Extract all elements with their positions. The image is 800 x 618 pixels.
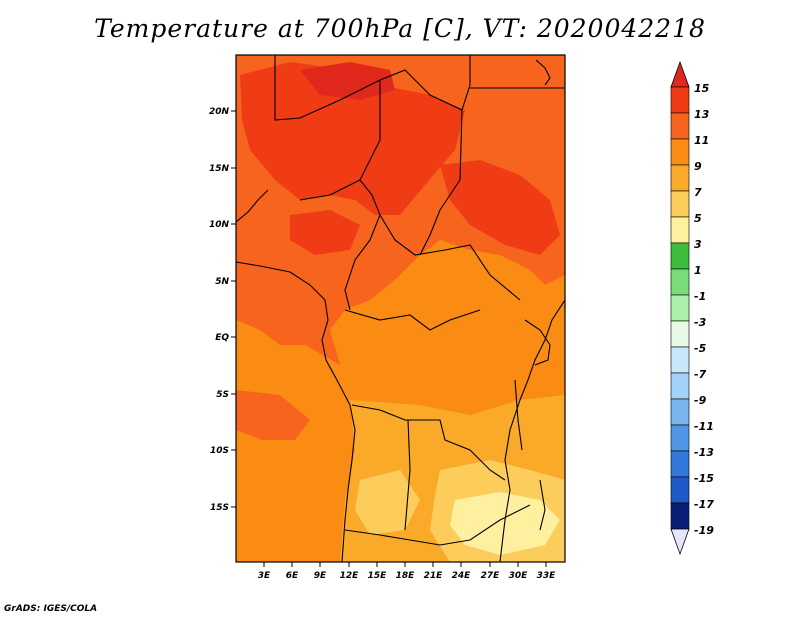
lon-label: 9E — [314, 571, 327, 581]
lat-label: 10N — [209, 220, 230, 230]
lon-label: 15E — [368, 571, 388, 581]
colorbar-label: -9 — [694, 394, 707, 407]
lon-label: 24E — [452, 571, 472, 581]
band-9-11-east — [410, 255, 565, 410]
colorbar-arrow-top — [670, 60, 690, 88]
colorbar-swatch — [670, 372, 690, 400]
colorbar-label: -7 — [694, 368, 707, 381]
colorbar-swatch — [670, 112, 690, 140]
east-border — [499, 299, 565, 562]
lat-label: 5S — [216, 390, 229, 400]
colorbar-label: -1 — [694, 290, 706, 303]
colorbar-swatch — [670, 450, 690, 478]
colorbar-swatch — [670, 216, 690, 244]
colorbar-label: -19 — [694, 524, 714, 537]
border-north-2 — [379, 69, 463, 256]
colorbar-label: -15 — [694, 472, 714, 485]
band-13-15-north — [240, 62, 465, 215]
colorbar-label: 15 — [694, 82, 710, 95]
lake-malawi — [539, 479, 546, 531]
band-13-15-center — [290, 210, 360, 255]
map-title: Temperature at 700hPa [C], VT: 202004221… — [94, 14, 706, 43]
colorbar-swatch — [670, 268, 690, 296]
red-sea-coast — [535, 59, 551, 86]
colorbar-label: -11 — [694, 420, 714, 433]
colorbar-label: 5 — [694, 212, 702, 225]
colorbar-swatch — [670, 86, 690, 114]
coastlines-borders — [236, 55, 565, 562]
band-5-7-west — [355, 470, 420, 535]
lat-axis: 20N 15N 10N 5N EQ 5S 10S 15S — [209, 107, 236, 513]
west-coastline — [236, 261, 356, 562]
colorbar-swatch — [670, 190, 690, 218]
lake-victoria — [524, 319, 551, 366]
colorbar-swatch — [670, 398, 690, 426]
colorbar-swatch — [670, 164, 690, 192]
lon-label: 30E — [509, 571, 529, 581]
lon-label: 12E — [340, 571, 360, 581]
colorbar-swatch — [670, 424, 690, 452]
lake-tanganyika — [514, 379, 523, 451]
lon-label: 33E — [537, 571, 557, 581]
colorbar-label: -17 — [694, 498, 714, 511]
colorbar: 15 13 11 9 7 5 3 1 -1 -3 -5 -7 -9 -11 -1… — [670, 60, 714, 556]
west-africa-coast — [236, 189, 269, 223]
colorbar-label: 3 — [694, 238, 702, 251]
lon-axis: 3E 6E 9E 12E 15E 18E 21E 24E 27E 30E 33E — [258, 562, 556, 581]
colorbar-label: 13 — [694, 108, 710, 121]
lat-label: 5N — [215, 277, 229, 287]
lat-label: 15S — [210, 503, 229, 513]
lon-label: 3E — [258, 571, 271, 581]
band-11-13-ocean — [236, 390, 310, 440]
colorbar-label: 1 — [694, 264, 702, 277]
colorbar-label: 11 — [694, 134, 709, 147]
colorbar-arrow-bottom — [670, 528, 690, 556]
credit-text: GrADS: IGES/COLA — [4, 604, 98, 614]
band-13-15-east — [440, 160, 560, 255]
colorbar-swatch — [670, 476, 690, 504]
border-central-2 — [379, 214, 521, 301]
lon-label: 18E — [396, 571, 416, 581]
colorbar-label: 9 — [694, 160, 702, 173]
border-central-3 — [344, 309, 481, 331]
colorbar-label: 7 — [694, 186, 702, 199]
lat-label: 20N — [209, 107, 230, 117]
border-south-2 — [344, 504, 531, 546]
colorbar-swatch — [670, 346, 690, 374]
lat-label: 10S — [210, 446, 229, 456]
colorbar-label: -13 — [694, 446, 714, 459]
lon-label: 6E — [286, 571, 299, 581]
band-above-15 — [300, 62, 395, 100]
colorbar-label: -5 — [694, 342, 707, 355]
border-south-1 — [351, 404, 506, 481]
border-north-3 — [461, 55, 471, 111]
temperature-field — [236, 55, 565, 562]
colorbar-swatch — [670, 502, 690, 530]
lat-label: 15N — [209, 164, 230, 174]
lon-label: 27E — [481, 571, 501, 581]
lat-label: EQ — [215, 333, 229, 343]
colorbar-swatch — [670, 320, 690, 348]
colorbar-swatch — [670, 294, 690, 322]
lon-label: 21E — [424, 571, 444, 581]
colorbar-swatch — [670, 138, 690, 166]
border-central-1 — [344, 179, 381, 311]
map-frame — [235, 54, 566, 563]
colorbar-swatch — [670, 242, 690, 270]
border-south-3 — [404, 419, 411, 531]
colorbar-label: -3 — [694, 316, 707, 329]
